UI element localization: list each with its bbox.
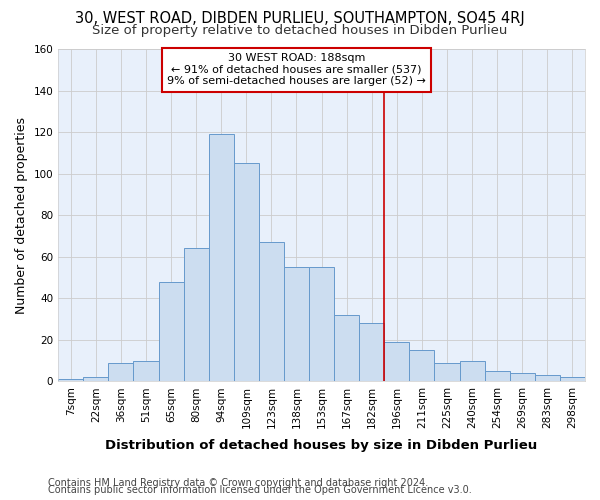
- Bar: [133, 360, 158, 382]
- Bar: [485, 371, 510, 382]
- Bar: [259, 242, 284, 382]
- Text: 30 WEST ROAD: 188sqm
← 91% of detached houses are smaller (537)
9% of semi-detac: 30 WEST ROAD: 188sqm ← 91% of detached h…: [167, 53, 426, 86]
- Bar: [359, 323, 385, 382]
- X-axis label: Distribution of detached houses by size in Dibden Purlieu: Distribution of detached houses by size …: [106, 440, 538, 452]
- Bar: [58, 380, 83, 382]
- Bar: [158, 282, 184, 382]
- Bar: [334, 315, 359, 382]
- Text: 30, WEST ROAD, DIBDEN PURLIEU, SOUTHAMPTON, SO45 4RJ: 30, WEST ROAD, DIBDEN PURLIEU, SOUTHAMPT…: [75, 11, 525, 26]
- Bar: [209, 134, 234, 382]
- Bar: [309, 267, 334, 382]
- Bar: [560, 377, 585, 382]
- Bar: [385, 342, 409, 382]
- Bar: [409, 350, 434, 382]
- Bar: [535, 375, 560, 382]
- Bar: [284, 267, 309, 382]
- Bar: [510, 373, 535, 382]
- Bar: [434, 362, 460, 382]
- Bar: [234, 164, 259, 382]
- Bar: [109, 362, 133, 382]
- Text: Contains HM Land Registry data © Crown copyright and database right 2024.: Contains HM Land Registry data © Crown c…: [48, 478, 428, 488]
- Text: Contains public sector information licensed under the Open Government Licence v3: Contains public sector information licen…: [48, 485, 472, 495]
- Bar: [460, 360, 485, 382]
- Bar: [83, 377, 109, 382]
- Y-axis label: Number of detached properties: Number of detached properties: [15, 116, 28, 314]
- Bar: [184, 248, 209, 382]
- Text: Size of property relative to detached houses in Dibden Purlieu: Size of property relative to detached ho…: [92, 24, 508, 37]
